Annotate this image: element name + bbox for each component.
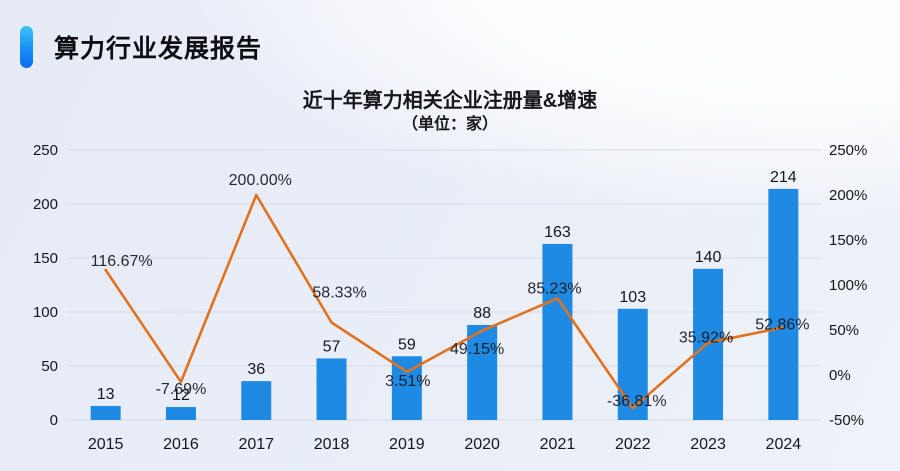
bar [316,358,347,420]
bar [165,407,196,420]
growth-point-label: 58.33% [312,285,366,302]
x-axis-tick: 2017 [238,436,274,453]
y-axis-tick-left: 50 [41,358,58,375]
chart-subtitle: （单位：家） [401,116,498,133]
growth-point-label: 35.92% [679,330,733,347]
growth-point-label: 200.00% [229,172,292,189]
growth-point-label: -7.69% [156,381,207,398]
y-axis-tick-right: 150% [829,232,867,249]
bar [693,268,724,420]
x-axis-tick: 2016 [163,436,199,453]
y-axis-tick-left: 200 [33,196,58,213]
chart-title: 近十年算力相关企业注册量&增速 [302,90,598,112]
y-axis-tick-left: 100 [33,304,58,321]
bar [467,324,498,420]
bar-value-label: 13 [97,386,115,403]
growth-point-label: 85.23% [527,280,581,297]
bar-value-label: 57 [323,338,341,355]
bar-value-label: 163 [544,224,571,241]
growth-line [104,193,785,410]
x-axis-tick: 2015 [88,436,124,453]
bar-value-label: 140 [695,249,722,266]
bar-value-label: 12 [172,387,190,404]
x-axis-tick: 2022 [615,436,651,453]
header-accent-bar-icon [20,26,33,68]
bar-value-label: 103 [619,289,646,306]
report-header: 算力行业发展报告 [20,26,262,68]
bar [768,188,799,420]
bar [542,243,573,420]
x-axis-tick: 2024 [766,436,802,453]
growth-point-label: 3.51% [385,373,430,390]
x-axis-tick: 2020 [464,436,500,453]
y-axis-tick-left: 250 [33,142,58,159]
bar [617,308,648,420]
growth-point-label: 116.67% [91,253,153,270]
bar-value-label: 214 [770,169,797,186]
x-axis-tick: 2019 [389,436,425,453]
y-axis-tick-right: 0% [829,367,851,384]
y-axis-tick-right: 50% [829,322,859,339]
growth-point-label: -36.81% [607,393,667,410]
bar-value-label: 88 [473,305,491,322]
y-axis-tick-right: 250% [829,142,867,159]
growth-point-label: 52.86% [755,316,809,333]
bar-value-label: 59 [398,336,416,353]
growth-point-label: 49.15% [450,341,504,358]
bar [241,381,272,420]
y-axis-tick-right: -50% [829,412,864,429]
y-axis-tick-right: 100% [829,277,867,294]
report-title: 算力行业发展报告 [54,35,263,63]
bar-value-label: 36 [247,361,265,378]
y-axis-tick-left: 0 [50,412,58,429]
x-axis-tick: 2023 [690,436,726,453]
y-axis-tick-right: 200% [829,187,867,204]
y-axis-tick-left: 150 [33,250,58,267]
bar [90,405,121,420]
x-axis-tick: 2018 [314,436,350,453]
x-axis-tick: 2021 [540,436,576,453]
